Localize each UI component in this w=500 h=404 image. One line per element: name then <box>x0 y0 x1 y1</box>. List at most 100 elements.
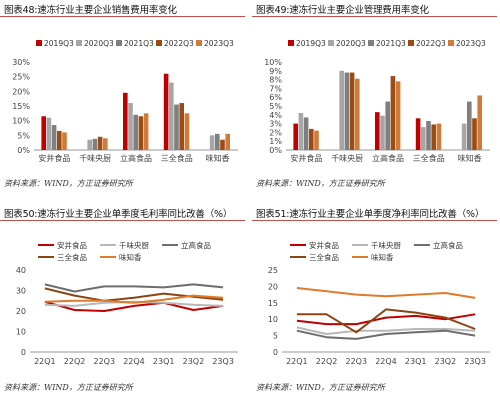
legend-label: 味知香 <box>119 252 142 262</box>
y-tick-label: 0 <box>21 348 26 357</box>
bar <box>390 76 396 150</box>
y-tick-label: 2% <box>269 128 282 137</box>
y-tick-label: 20 <box>16 307 26 316</box>
y-tick-label: 25% <box>12 73 30 82</box>
y-tick-label: 20 <box>268 282 278 291</box>
source-note: 资料来源：WIND，方正证券研究所 <box>4 383 133 392</box>
bar <box>87 139 92 150</box>
bar <box>298 113 304 150</box>
x-tick-label: 22Q2 <box>64 357 86 366</box>
bar <box>415 118 421 150</box>
bar <box>426 120 431 150</box>
bar <box>436 123 442 150</box>
chart-panel-49: 图表49:速冻行业主要企业管理费用率变化 2019Q3 2020Q3 2021Q3 2… <box>252 0 497 200</box>
chart-title: 图表49:速冻行业主要企业管理费用率变化 <box>256 5 429 16</box>
y-tick-label: 40 <box>16 266 26 275</box>
legend-label: 2019Q3 <box>44 39 74 48</box>
x-tick-label: 23Q3 <box>464 357 486 366</box>
legend-label: 2022Q3 <box>164 39 194 48</box>
legend-label: 安井食品 <box>309 240 339 250</box>
legend-label: 2021Q3 <box>376 39 406 48</box>
series-line <box>296 326 476 335</box>
y-tick-label: 5% <box>269 102 282 111</box>
y-tick-label: 7% <box>269 84 282 93</box>
bar <box>92 138 98 150</box>
bar <box>220 139 225 150</box>
bar-chart-admin-expense: 2019Q3 2020Q3 2021Q3 2022Q3 2023Q3 0%1%2%3%4%… <box>264 39 490 163</box>
series-line <box>296 287 476 299</box>
legend-swatch <box>368 40 374 46</box>
chart-title: 图表48:速冻行业主要企业销售费用率变化 <box>4 5 177 16</box>
legend-label: 2020Q3 <box>336 39 366 48</box>
legend-label: 立高食品 <box>181 240 211 250</box>
chart-panel-51: 图表51:速冻行业主要企业单季度净利率同比改善（%） 安井食品 千味央厨 立高食品三… <box>252 204 497 404</box>
y-tick-label: 0% <box>269 146 282 155</box>
bar <box>293 123 298 150</box>
series-line <box>296 308 476 334</box>
x-tick-label: 22Q1 <box>286 357 308 366</box>
x-tick-label: 22Q1 <box>34 357 56 366</box>
bar <box>179 103 184 150</box>
chart-panel-50: 图表50:速冻行业主要企业单季度毛利率同比改善（%） 安井食品 千味央厨 立高食品三… <box>0 204 245 404</box>
bar <box>431 124 436 150</box>
bar <box>215 133 220 150</box>
y-tick-label: 8% <box>269 76 282 85</box>
chart-title: 图表51:速冻行业主要企业单季度净利率同比改善（%） <box>256 209 485 220</box>
legend-label: 2020Q3 <box>84 39 114 48</box>
series-line <box>44 294 224 304</box>
y-tick-label: 20% <box>12 87 30 96</box>
bar <box>57 130 62 150</box>
legend-label: 2023Q3 <box>456 39 486 48</box>
x-tick-label: 22Q4 <box>375 357 397 366</box>
bar <box>309 128 314 150</box>
x-tick-label: 22Q3 <box>345 357 367 366</box>
y-tick-label: 15% <box>12 102 30 111</box>
legend-swatch <box>156 40 162 46</box>
x-tick-label: 安井食品 <box>38 153 70 163</box>
legend-label: 2022Q3 <box>416 39 446 48</box>
title-rule <box>252 220 497 221</box>
legend-swatch <box>196 40 202 46</box>
legend-label: 立高食品 <box>433 240 463 250</box>
bar <box>138 116 144 150</box>
y-tick-label: 5 <box>273 332 278 341</box>
legend-swatch <box>288 40 294 46</box>
x-tick-label: 23Q2 <box>435 357 457 366</box>
x-tick-label: 立高食品 <box>372 153 404 163</box>
y-tick-label: 30% <box>12 58 30 67</box>
legend-label: 2019Q3 <box>296 39 326 48</box>
bar <box>472 118 477 150</box>
legend-swatch <box>328 40 334 46</box>
x-tick-label: 三全食品 <box>161 153 193 163</box>
x-tick-label: 千味央厨 <box>79 153 111 163</box>
bar <box>349 72 355 150</box>
bar <box>174 104 179 150</box>
legend-swatch <box>76 40 82 46</box>
bar <box>133 114 138 150</box>
bar-chart-sales-expense: 2019Q3 2020Q3 2021Q3 2022Q3 2023Q3 0% 5% 10% 15%… <box>12 39 238 163</box>
bar <box>467 101 472 150</box>
bar <box>46 117 52 150</box>
source-note: 资料来源：WIND，方正证券研究所 <box>256 383 385 392</box>
bar <box>375 112 380 150</box>
y-tick-label: 1% <box>269 137 282 146</box>
legend-label: 2023Q3 <box>204 39 234 48</box>
bar <box>62 132 67 150</box>
x-tick-label: 千味央厨 <box>331 153 363 163</box>
bar <box>225 133 230 150</box>
series-line <box>296 329 476 340</box>
legend-label: 三全食品 <box>57 252 87 262</box>
chart-title: 图表50:速冻行业主要企业单季度毛利率同比改善（%） <box>4 209 233 220</box>
y-tick-label: 25 <box>268 266 278 275</box>
x-tick-label: 23Q1 <box>153 357 175 366</box>
bar <box>163 73 169 150</box>
series-line <box>296 313 476 326</box>
legend-label: 安井食品 <box>57 240 87 250</box>
y-tick-label: 3% <box>269 120 282 129</box>
bar <box>395 81 401 150</box>
y-tick-label: 30 <box>16 287 26 296</box>
bar <box>339 70 344 150</box>
bar <box>143 113 149 150</box>
